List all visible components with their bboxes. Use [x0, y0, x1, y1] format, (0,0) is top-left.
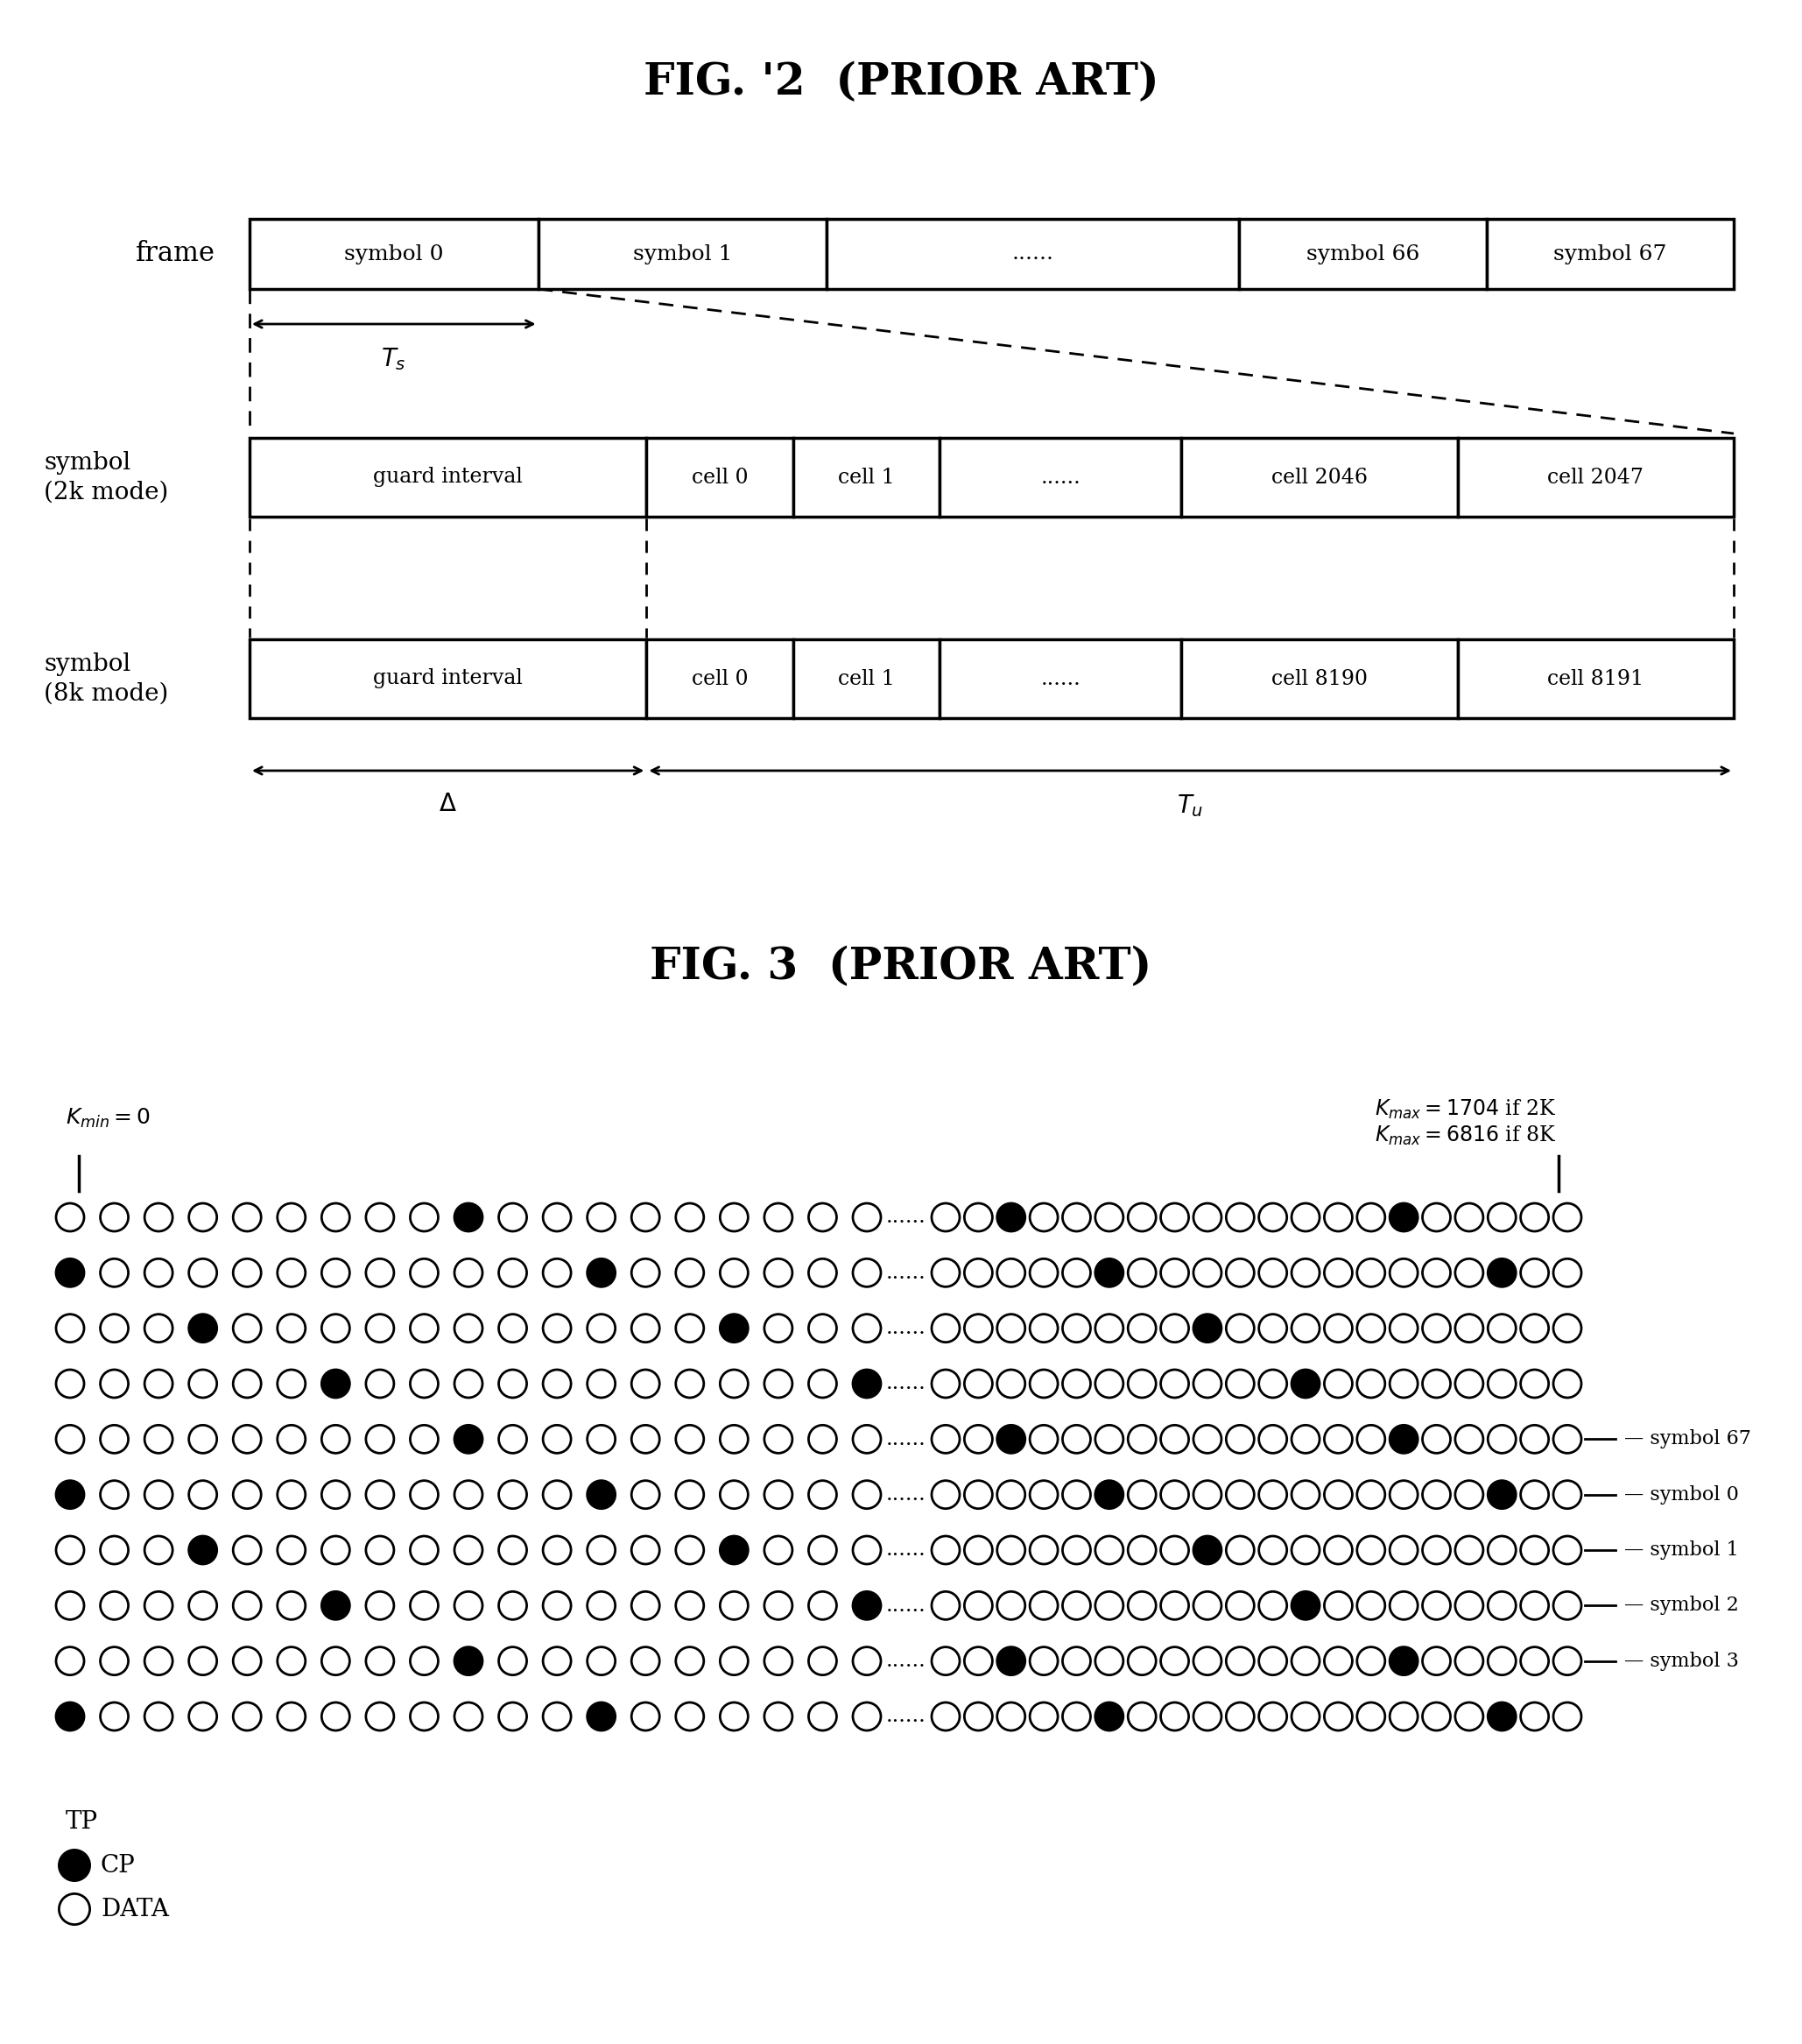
Text: symbol 1: symbol 1 — [633, 243, 732, 264]
Circle shape — [1389, 1647, 1418, 1674]
Circle shape — [1488, 1703, 1515, 1731]
Text: cell 2046: cell 2046 — [1272, 468, 1368, 486]
Text: — symbol 1: — symbol 1 — [1624, 1541, 1739, 1560]
Bar — [1458, 640, 1734, 717]
Bar — [249, 640, 647, 717]
Circle shape — [1193, 1314, 1222, 1343]
Bar — [1182, 437, 1458, 517]
Text: DATA: DATA — [101, 1897, 169, 1921]
Text: ......: ...... — [887, 1429, 926, 1449]
Text: ......: ...... — [887, 1374, 926, 1394]
Text: cell 0: cell 0 — [692, 668, 748, 689]
Text: $T_u$: $T_u$ — [1177, 793, 1204, 820]
Circle shape — [587, 1259, 614, 1288]
Text: — symbol 67: — symbol 67 — [1624, 1429, 1752, 1449]
Text: symbol 66: symbol 66 — [1306, 243, 1420, 264]
Circle shape — [1488, 1259, 1515, 1288]
Text: symbol
(2k mode): symbol (2k mode) — [43, 452, 168, 503]
Text: — symbol 2: — symbol 2 — [1624, 1596, 1739, 1615]
Circle shape — [997, 1204, 1025, 1230]
Circle shape — [56, 1703, 85, 1731]
Circle shape — [997, 1647, 1025, 1674]
Text: ......: ...... — [1040, 468, 1081, 486]
Text: ......: ...... — [887, 1318, 926, 1339]
Text: FIG. '2  (PRIOR ART): FIG. '2 (PRIOR ART) — [643, 61, 1159, 104]
Circle shape — [1096, 1259, 1123, 1288]
Circle shape — [852, 1369, 881, 1398]
Text: ......: ...... — [887, 1484, 926, 1504]
Bar — [1240, 219, 1487, 288]
Bar — [827, 219, 1240, 288]
Circle shape — [1389, 1204, 1418, 1230]
Bar — [249, 219, 539, 288]
Text: cell 2047: cell 2047 — [1548, 468, 1643, 486]
Bar — [941, 437, 1182, 517]
Circle shape — [56, 1259, 85, 1288]
Text: cell 1: cell 1 — [838, 668, 896, 689]
Text: ......: ...... — [887, 1596, 926, 1615]
Text: $\Delta$: $\Delta$ — [440, 793, 458, 816]
Circle shape — [454, 1204, 483, 1230]
Text: $T_s$: $T_s$ — [382, 345, 407, 372]
Circle shape — [587, 1703, 614, 1731]
Text: $K_{max}=6816$ if 8K: $K_{max}=6816$ if 8K — [1375, 1124, 1557, 1147]
Circle shape — [454, 1647, 483, 1674]
Text: — symbol 0: — symbol 0 — [1624, 1486, 1739, 1504]
Bar — [1458, 437, 1734, 517]
Text: guard interval: guard interval — [373, 668, 523, 689]
Text: symbol 67: symbol 67 — [1553, 243, 1667, 264]
Bar — [1487, 219, 1734, 288]
Text: $K_{max}=1704$ if 2K: $K_{max}=1704$ if 2K — [1375, 1098, 1557, 1120]
Bar — [1182, 640, 1458, 717]
Bar — [793, 640, 941, 717]
Bar — [249, 437, 647, 517]
Text: ......: ...... — [887, 1539, 926, 1560]
Text: cell 8191: cell 8191 — [1548, 668, 1643, 689]
Text: symbol
(8k mode): symbol (8k mode) — [43, 652, 168, 705]
Circle shape — [59, 1850, 90, 1880]
Text: ......: ...... — [1013, 243, 1054, 264]
Text: TP: TP — [65, 1809, 97, 1833]
Circle shape — [721, 1314, 748, 1343]
Bar — [539, 219, 827, 288]
Bar — [647, 437, 793, 517]
Circle shape — [587, 1480, 614, 1508]
Bar — [941, 640, 1182, 717]
Text: ......: ...... — [887, 1707, 926, 1727]
Text: ......: ...... — [887, 1263, 926, 1284]
Circle shape — [1292, 1369, 1319, 1398]
Circle shape — [1096, 1703, 1123, 1731]
Circle shape — [56, 1480, 85, 1508]
Text: cell 0: cell 0 — [692, 468, 748, 486]
Circle shape — [189, 1314, 216, 1343]
Text: — symbol 3: — symbol 3 — [1624, 1652, 1739, 1670]
Text: guard interval: guard interval — [373, 468, 523, 486]
Text: ......: ...... — [1040, 668, 1081, 689]
Text: cell 8190: cell 8190 — [1272, 668, 1368, 689]
Text: ......: ...... — [887, 1208, 926, 1226]
Circle shape — [321, 1369, 350, 1398]
Circle shape — [852, 1592, 881, 1619]
Text: CP: CP — [101, 1854, 135, 1876]
Circle shape — [1389, 1425, 1418, 1453]
Text: symbol 0: symbol 0 — [344, 243, 443, 264]
Circle shape — [1096, 1480, 1123, 1508]
Circle shape — [189, 1535, 216, 1564]
Text: cell 1: cell 1 — [838, 468, 896, 486]
Circle shape — [1488, 1480, 1515, 1508]
Circle shape — [997, 1425, 1025, 1453]
Circle shape — [1292, 1592, 1319, 1619]
Circle shape — [454, 1425, 483, 1453]
Text: frame: frame — [135, 241, 216, 268]
Text: ......: ...... — [887, 1652, 926, 1672]
Bar — [647, 640, 793, 717]
Text: $K_{min}=0$: $K_{min}=0$ — [65, 1106, 151, 1130]
Circle shape — [321, 1592, 350, 1619]
Bar — [793, 437, 941, 517]
Text: FIG. 3  (PRIOR ART): FIG. 3 (PRIOR ART) — [651, 946, 1151, 989]
Circle shape — [721, 1535, 748, 1564]
Circle shape — [1193, 1535, 1222, 1564]
